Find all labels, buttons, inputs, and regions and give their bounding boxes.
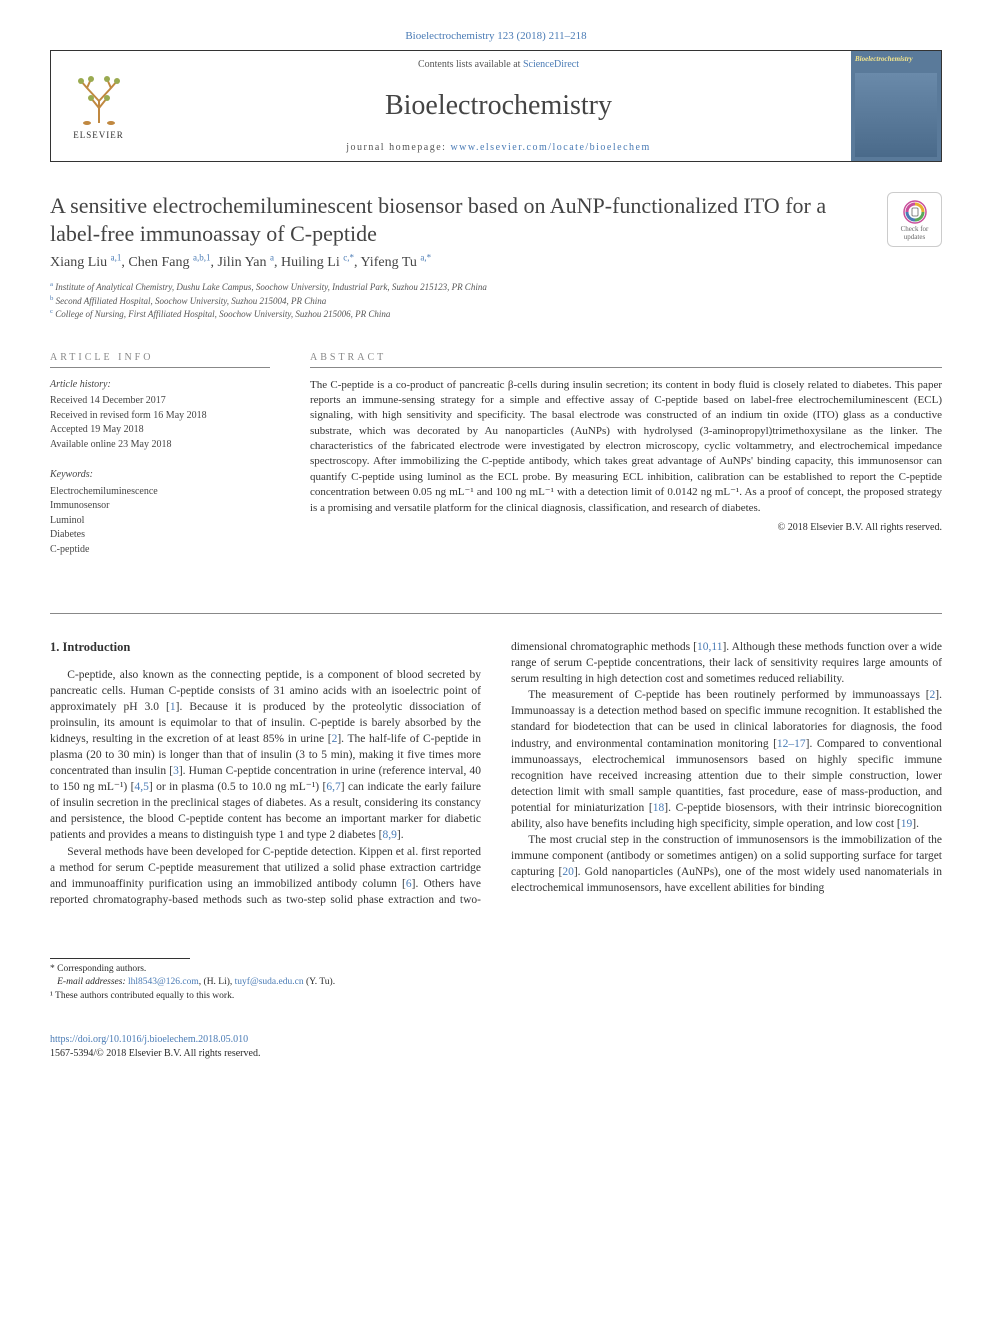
check-line1: Check for	[901, 225, 929, 233]
introduction-section: 1. Introduction C-peptide, also known as…	[50, 639, 942, 908]
introduction-heading: 1. Introduction	[50, 639, 481, 657]
homepage-link[interactable]: www.elsevier.com/locate/bioelechem	[450, 142, 650, 153]
homepage-prefix: journal homepage:	[346, 142, 450, 153]
section-divider	[50, 613, 942, 614]
contents-prefix: Contents lists available at	[418, 59, 523, 70]
homepage-line: journal homepage: www.elsevier.com/locat…	[166, 142, 831, 153]
affiliations: a Institute of Analytical Chemistry, Dus…	[50, 281, 942, 322]
article-info-label: article info	[50, 352, 270, 368]
keywords-label: Keywords:	[50, 468, 270, 483]
contents-line: Contents lists available at ScienceDirec…	[166, 59, 831, 70]
intro-p4: The most crucial step in the constructio…	[511, 832, 942, 896]
sciencedirect-link[interactable]: ScienceDirect	[523, 59, 579, 70]
journal-reference: Bioelectrochemistry 123 (2018) 211–218	[50, 30, 942, 42]
elsevier-label: ELSEVIER	[73, 130, 124, 140]
abstract-column: abstract The C-peptide is a co-product o…	[310, 352, 942, 574]
keyword: C-peptide	[50, 543, 270, 558]
footnotes: * Corresponding authors. E-mail addresse…	[50, 958, 470, 1003]
keyword: Diabetes	[50, 528, 270, 543]
keyword: Electrochemiluminescence	[50, 485, 270, 500]
keyword: Luminol	[50, 514, 270, 529]
cover-image	[855, 73, 937, 157]
history-line: Available online 23 May 2018	[50, 438, 270, 453]
keyword: Immunosensor	[50, 499, 270, 514]
abstract-copyright: © 2018 Elsevier B.V. All rights reserved…	[310, 522, 942, 533]
check-line2: updates	[904, 233, 925, 241]
doi-link[interactable]: https://doi.org/10.1016/j.bioelechem.201…	[50, 1034, 248, 1045]
header-center: Contents lists available at ScienceDirec…	[146, 51, 851, 161]
abstract-label: abstract	[310, 352, 942, 368]
history-line: Accepted 19 May 2018	[50, 423, 270, 438]
history-line: Received in revised form 16 May 2018	[50, 409, 270, 424]
elsevier-tree-icon	[69, 73, 129, 128]
email-link-1[interactable]: lhl8543@126.com	[128, 977, 199, 987]
check-updates-icon	[902, 199, 928, 225]
abstract-text: The C-peptide is a co-product of pancrea…	[310, 378, 942, 517]
article-title: A sensitive electrochemiluminescent bios…	[50, 192, 869, 247]
article-info-column: article info Article history: Received 1…	[50, 352, 270, 574]
corresponding-note: * Corresponding authors.	[50, 963, 470, 976]
article-history: Article history: Received 14 December 20…	[50, 378, 270, 453]
page-footer: https://doi.org/10.1016/j.bioelechem.201…	[50, 1033, 942, 1061]
journal-header: ELSEVIER Contents lists available at Sci…	[50, 50, 942, 162]
email-link-2[interactable]: tuyf@suda.edu.cn	[235, 977, 304, 987]
cover-title: Bioelectrochemistry	[855, 55, 937, 63]
journal-title: Bioelectrochemistry	[166, 90, 831, 122]
affiliation-a: a Institute of Analytical Chemistry, Dus…	[50, 281, 942, 295]
authors: Xiang Liu a,1, Chen Fang a,b,1, Jilin Ya…	[50, 255, 942, 271]
issn-copyright: 1567-5394/© 2018 Elsevier B.V. All right…	[50, 1048, 260, 1059]
email-line: E-mail addresses: lhl8543@126.com, (H. L…	[50, 976, 470, 989]
intro-p1: C-peptide, also known as the connecting …	[50, 667, 481, 844]
history-label: Article history:	[50, 378, 270, 393]
check-updates-badge[interactable]: Check forupdates	[887, 192, 942, 247]
intro-p3: The measurement of C-peptide has been ro…	[511, 687, 942, 832]
contribution-note: ¹ These authors contributed equally to t…	[50, 990, 470, 1003]
affiliation-c: c College of Nursing, First Affiliated H…	[50, 308, 942, 322]
journal-cover: Bioelectrochemistry	[851, 51, 941, 161]
elsevier-logo: ELSEVIER	[51, 51, 146, 161]
affiliation-b: b Second Affiliated Hospital, Soochow Un…	[50, 295, 942, 309]
keywords-block: Keywords: Electrochemiluminescence Immun…	[50, 468, 270, 557]
history-line: Received 14 December 2017	[50, 394, 270, 409]
